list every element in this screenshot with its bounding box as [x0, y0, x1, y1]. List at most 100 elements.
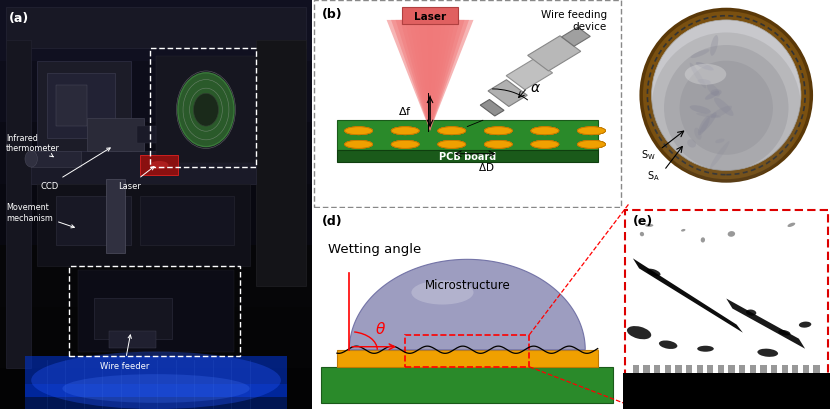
Ellipse shape: [697, 346, 714, 352]
Ellipse shape: [344, 141, 373, 149]
Ellipse shape: [685, 65, 726, 85]
Ellipse shape: [728, 231, 735, 237]
Bar: [0, 123, 312, 184]
Bar: [665, 365, 671, 373]
Ellipse shape: [178, 74, 234, 147]
Bar: [32, 151, 81, 168]
Ellipse shape: [652, 34, 801, 184]
Ellipse shape: [696, 113, 721, 119]
Ellipse shape: [642, 10, 811, 182]
Bar: [140, 155, 178, 176]
Text: Wetting angle: Wetting angle: [328, 242, 421, 255]
Ellipse shape: [779, 330, 790, 336]
Polygon shape: [481, 100, 504, 117]
Polygon shape: [404, 21, 456, 131]
Ellipse shape: [437, 128, 466, 135]
Ellipse shape: [788, 223, 795, 227]
Bar: [739, 365, 745, 373]
Ellipse shape: [694, 128, 701, 140]
Bar: [749, 365, 756, 373]
Polygon shape: [422, 21, 437, 131]
Ellipse shape: [710, 36, 718, 56]
Ellipse shape: [437, 141, 466, 149]
Ellipse shape: [391, 128, 419, 135]
Ellipse shape: [391, 141, 419, 149]
Polygon shape: [337, 150, 598, 163]
Ellipse shape: [698, 117, 710, 136]
Ellipse shape: [710, 142, 730, 169]
Bar: [110, 331, 156, 348]
Ellipse shape: [437, 141, 466, 149]
Ellipse shape: [531, 141, 559, 149]
Ellipse shape: [710, 106, 732, 119]
Text: Wire feeder: Wire feeder: [100, 335, 149, 370]
Bar: [782, 365, 788, 373]
Bar: [87, 119, 144, 151]
Ellipse shape: [391, 128, 419, 135]
Ellipse shape: [691, 50, 710, 59]
Bar: [686, 365, 692, 373]
Ellipse shape: [344, 128, 373, 135]
Ellipse shape: [578, 128, 605, 135]
Ellipse shape: [32, 352, 281, 409]
Ellipse shape: [687, 140, 696, 148]
Bar: [137, 127, 156, 143]
Ellipse shape: [640, 232, 644, 237]
Ellipse shape: [578, 141, 605, 149]
Text: (d): (d): [321, 215, 342, 227]
Ellipse shape: [531, 141, 559, 149]
Bar: [696, 365, 703, 373]
Ellipse shape: [578, 141, 605, 149]
Ellipse shape: [437, 128, 466, 135]
Polygon shape: [396, 21, 465, 131]
Polygon shape: [528, 37, 581, 72]
Polygon shape: [506, 60, 553, 90]
Ellipse shape: [193, 94, 218, 127]
Ellipse shape: [437, 141, 466, 149]
Ellipse shape: [531, 141, 559, 149]
Bar: [37, 184, 250, 266]
Bar: [149, 49, 256, 168]
Bar: [676, 365, 681, 373]
Polygon shape: [387, 21, 473, 131]
Bar: [7, 8, 305, 49]
Ellipse shape: [391, 128, 419, 135]
Bar: [760, 365, 767, 373]
Text: Laser: Laser: [414, 12, 446, 22]
Ellipse shape: [344, 128, 373, 135]
Ellipse shape: [344, 141, 373, 149]
Bar: [46, 74, 115, 139]
Ellipse shape: [578, 141, 605, 149]
Bar: [32, 151, 256, 184]
Bar: [7, 41, 32, 368]
Ellipse shape: [714, 98, 734, 117]
Polygon shape: [349, 260, 585, 350]
Ellipse shape: [707, 84, 720, 97]
Ellipse shape: [531, 128, 559, 135]
Ellipse shape: [664, 46, 788, 171]
Bar: [0, 61, 312, 123]
Ellipse shape: [578, 128, 605, 135]
Bar: [803, 365, 809, 373]
Bar: [792, 365, 798, 373]
Ellipse shape: [485, 128, 512, 135]
Ellipse shape: [391, 128, 419, 135]
Ellipse shape: [531, 141, 559, 149]
Ellipse shape: [680, 61, 773, 155]
Ellipse shape: [531, 141, 559, 149]
Text: 1mm: 1mm: [764, 196, 788, 205]
Ellipse shape: [705, 92, 720, 101]
Ellipse shape: [485, 128, 512, 135]
Ellipse shape: [344, 128, 373, 135]
Ellipse shape: [62, 374, 250, 403]
Text: Infrared
thermometer: Infrared thermometer: [7, 133, 60, 157]
Text: (c): (c): [631, 6, 650, 19]
Ellipse shape: [647, 269, 661, 276]
Ellipse shape: [391, 141, 419, 149]
Ellipse shape: [391, 141, 419, 149]
Text: Movement
mechanism: Movement mechanism: [7, 203, 75, 228]
Ellipse shape: [715, 139, 725, 144]
Bar: [0, 368, 312, 409]
Ellipse shape: [645, 225, 653, 227]
Bar: [643, 365, 650, 373]
